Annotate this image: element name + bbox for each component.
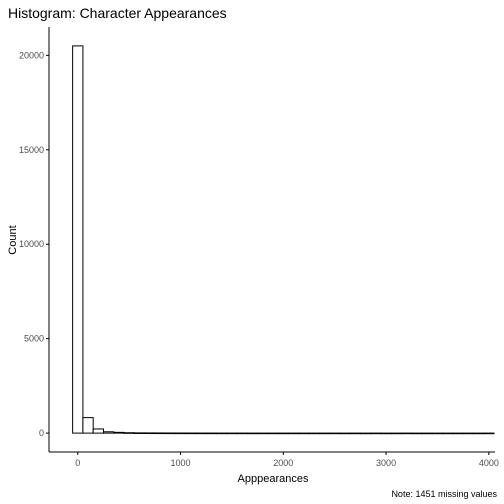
histogram-bar: [205, 432, 218, 435]
histogram-bar: [113, 431, 125, 434]
y-tick-label: 20000: [19, 50, 44, 60]
x-tick-label: 2000: [273, 458, 293, 468]
histogram-bar: [452, 432, 464, 435]
histogram-bar: [483, 432, 495, 435]
histogram-bar: [287, 432, 300, 435]
histogram-bar: [390, 432, 402, 435]
histogram-bar: [380, 432, 392, 435]
x-axis-label: Apppearances: [238, 473, 309, 485]
histogram-bar: [472, 432, 485, 435]
missing-values-caption: Note: 1451 missing values: [391, 489, 497, 499]
histogram-bar: [421, 432, 433, 435]
histogram-bar: [72, 45, 84, 434]
x-axis-ticks: 0 1000 2000 3000 4000: [75, 452, 499, 468]
x-tick-label: 3000: [376, 458, 396, 468]
histogram-bar: [82, 417, 94, 434]
y-tick-label: 10000: [19, 239, 44, 249]
histogram-bar: [318, 432, 331, 435]
y-tick-label: 0: [39, 428, 44, 438]
histogram-bar: [123, 432, 135, 434]
histogram-bar: [442, 432, 454, 435]
histogram-bar: [431, 432, 444, 435]
histogram-bars: [72, 45, 495, 435]
histogram-bar: [236, 432, 248, 435]
histogram-bar: [133, 432, 146, 434]
histogram-bar: [226, 432, 238, 435]
histogram-bar: [349, 432, 361, 435]
histogram-bar: [195, 432, 207, 435]
histogram-bar: [462, 432, 474, 435]
histogram-bar: [257, 432, 269, 435]
histogram-bar: [267, 432, 279, 435]
histogram-bar: [154, 432, 166, 435]
y-tick-label: 5000: [24, 334, 44, 344]
histogram-bar: [277, 432, 289, 435]
histogram-bar: [216, 432, 228, 435]
histogram-bar: [92, 428, 104, 434]
histogram-bar: [298, 432, 310, 435]
histogram-bar: [144, 432, 156, 435]
histogram-bar: [370, 432, 382, 435]
histogram-bar: [400, 432, 413, 435]
chart-title: Histogram: Character Appearances: [8, 5, 227, 21]
histogram-bar: [329, 432, 341, 435]
y-axis-ticks: 0 5000 10000 15000 20000: [19, 50, 49, 438]
histogram-bar: [308, 432, 320, 435]
y-axis-label: Count: [7, 225, 19, 254]
histogram-bar: [359, 432, 372, 435]
histogram-bar: [411, 432, 423, 435]
histogram-bar: [174, 432, 187, 435]
histogram-bar: [246, 432, 259, 435]
histogram-bar: [185, 432, 197, 435]
histogram-bar: [102, 431, 115, 434]
histogram-bar: [164, 432, 176, 435]
x-tick-label: 4000: [479, 458, 499, 468]
y-tick-label: 15000: [19, 145, 44, 155]
histogram-bar: [339, 432, 351, 435]
x-tick-label: 0: [75, 458, 80, 468]
x-tick-label: 1000: [171, 458, 191, 468]
